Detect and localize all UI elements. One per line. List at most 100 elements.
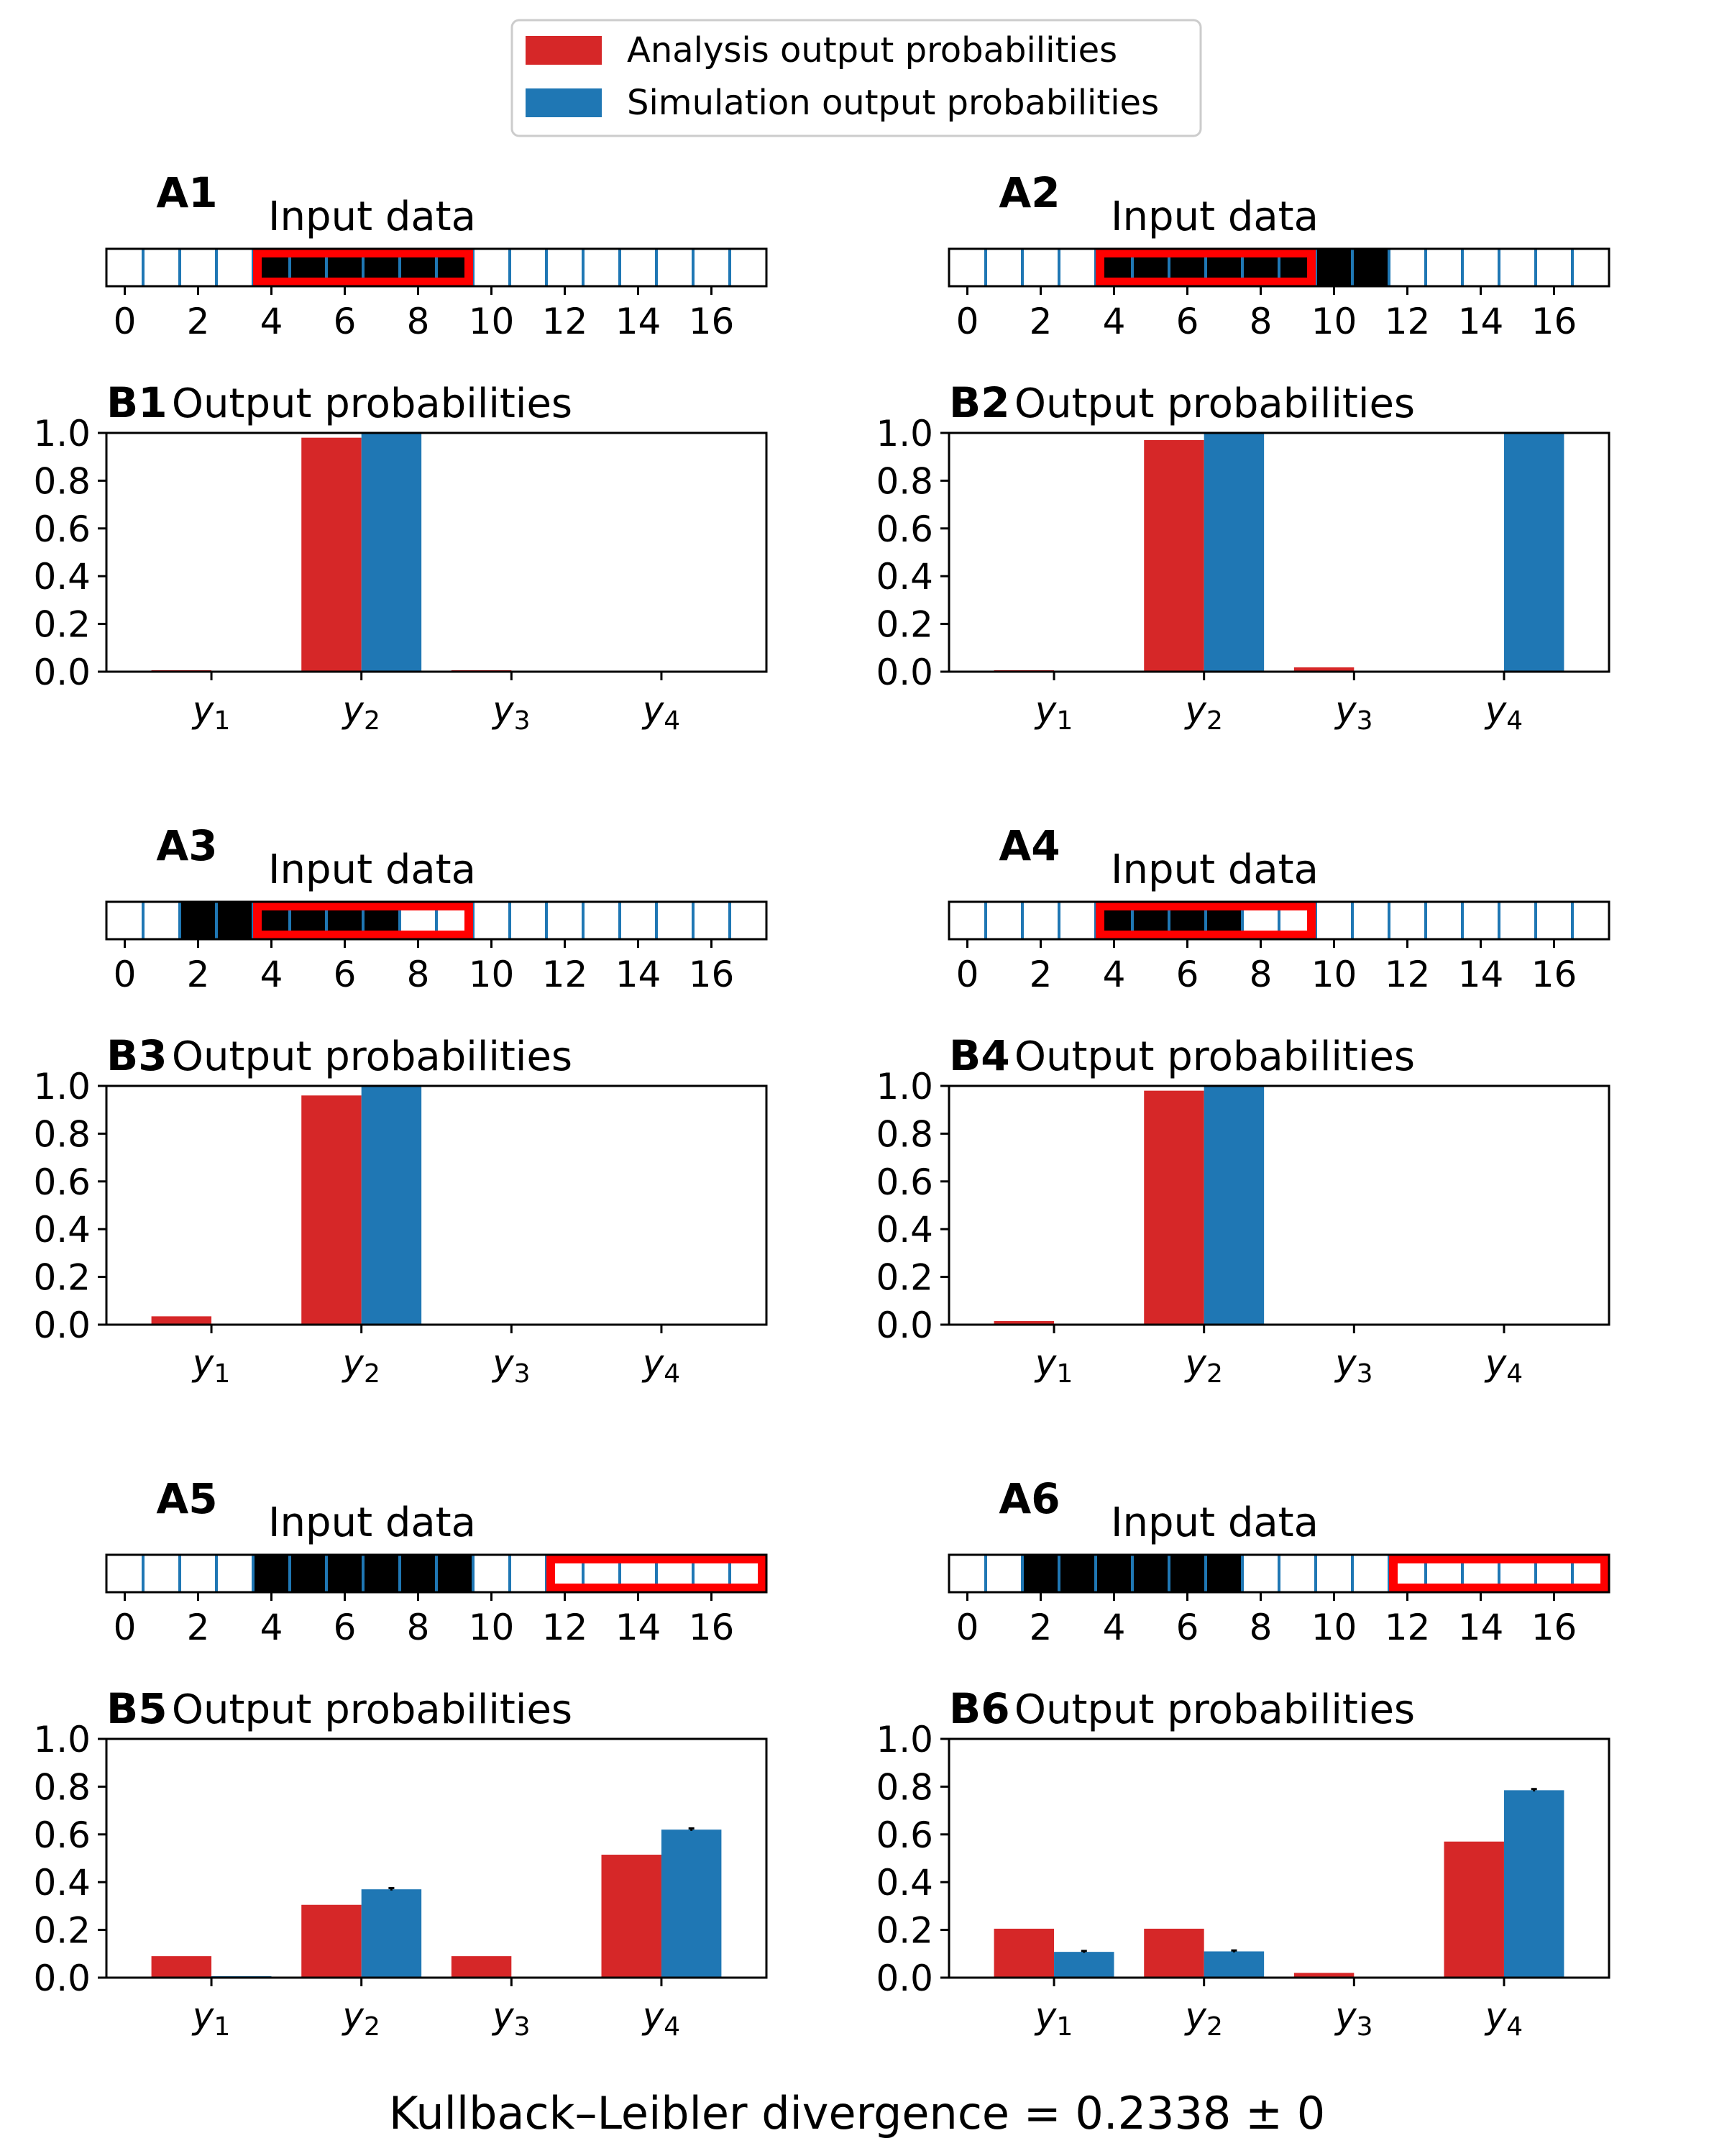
xtick-label-A6-6: 6 xyxy=(1176,1607,1199,1648)
legend-swatch-simulation xyxy=(526,88,602,117)
panel-label-B4: B4 xyxy=(949,1031,1010,1080)
xtick-label-A4-12: 12 xyxy=(1385,954,1431,995)
xtick-label-A4-2: 2 xyxy=(1030,954,1053,995)
xtick-symbol-B6-y3: y xyxy=(1334,1995,1357,2037)
xtick-label-B4-y4: y4 xyxy=(1484,1342,1523,1389)
ytick-label-B3-0.6: 0.6 xyxy=(33,1161,91,1203)
ytick-label-B4-0.2: 0.2 xyxy=(876,1257,933,1299)
input-cell-A4-0 xyxy=(949,902,986,939)
xtick-label-B2-y3: y3 xyxy=(1334,689,1373,736)
input-cell-A6-7 xyxy=(1206,1555,1242,1592)
xtick-subscript-B3-y1: 1 xyxy=(214,1359,230,1389)
input-cell-A2-16 xyxy=(1536,249,1572,286)
xtick-label-A3-14: 14 xyxy=(615,954,661,995)
xtick-label-A4-4: 4 xyxy=(1103,954,1126,995)
bar-B3-s0-y1 xyxy=(151,1316,212,1325)
xtick-subscript-B6-y3: 3 xyxy=(1357,2012,1373,2042)
ytick-label-B4-1: 1.0 xyxy=(876,1066,933,1107)
ytick-label-B3-1: 1.0 xyxy=(33,1066,91,1107)
xtick-label-A2-10: 10 xyxy=(1311,301,1357,342)
input-cell-A4-2 xyxy=(1022,902,1059,939)
input-cell-A3-17 xyxy=(730,902,766,939)
input-cell-A1-14 xyxy=(620,249,656,286)
ytick-label-B3-0.2: 0.2 xyxy=(33,1257,91,1299)
xtick-label-A5-14: 14 xyxy=(615,1607,661,1648)
input-cell-A2-14 xyxy=(1462,249,1499,286)
bar-B2-s0-y2 xyxy=(1144,439,1204,672)
xtick-symbol-B3-y1: y xyxy=(191,1342,215,1384)
xtick-subscript-B4-y1: 1 xyxy=(1056,1359,1073,1389)
xtick-subscript-B5-y1: 1 xyxy=(214,2012,230,2042)
bar-title-B6: Output probabilities xyxy=(1014,1686,1415,1733)
bar-B4-s0-y2 xyxy=(1144,1090,1204,1325)
bar-B5-s0-y4 xyxy=(601,1855,661,1978)
bar-B2-s1-y4 xyxy=(1503,433,1564,672)
xtick-label-A3-16: 16 xyxy=(689,954,735,995)
xtick-symbol-B4-y1: y xyxy=(1034,1342,1058,1384)
xtick-label-A2-14: 14 xyxy=(1458,301,1504,342)
ytick-label-B2-0.4: 0.4 xyxy=(876,556,933,598)
input-cell-A2-3 xyxy=(1059,249,1096,286)
ytick-label-B5-0.8: 0.8 xyxy=(33,1766,91,1808)
xtick-label-A5-12: 12 xyxy=(542,1607,588,1648)
legend: Analysis output probabilities Simulation… xyxy=(510,19,1202,137)
input-cell-A1-3 xyxy=(216,249,253,286)
ytick-label-B6-0.8: 0.8 xyxy=(876,1766,933,1808)
strip-title-A6: Input data xyxy=(1111,1499,1319,1546)
xtick-label-B5-y2: y2 xyxy=(341,1995,380,2042)
xtick-subscript-B2-y1: 1 xyxy=(1056,706,1073,736)
xtick-label-B2-y1: y1 xyxy=(1034,689,1073,736)
xtick-subscript-B3-y3: 3 xyxy=(514,1359,531,1389)
ytick-label-B3-0.4: 0.4 xyxy=(33,1209,91,1251)
xtick-label-A6-0: 0 xyxy=(956,1607,979,1648)
ytick-label-B6-0.2: 0.2 xyxy=(876,1910,933,1952)
input-cell-A4-15 xyxy=(1499,902,1536,939)
bar-frame-B2 xyxy=(948,431,1610,673)
panel-label-B2: B2 xyxy=(949,378,1010,427)
bar-B4-s1-y2 xyxy=(1204,1086,1265,1325)
ytick-label-B4-0: 0.0 xyxy=(876,1305,933,1346)
bar-B6-s0-y1 xyxy=(994,1928,1055,1978)
input-cell-A5-11 xyxy=(510,1555,546,1592)
xtick-label-A2-16: 16 xyxy=(1531,301,1577,342)
xtick-subscript-B3-y4: 4 xyxy=(664,1359,680,1389)
bar-title-B4: Output probabilities xyxy=(1014,1033,1415,1080)
input-cell-A5-7 xyxy=(363,1555,400,1592)
strip-frame-A3 xyxy=(105,900,768,941)
input-cell-A6-11 xyxy=(1352,1555,1389,1592)
panel-label-A6: A6 xyxy=(999,1474,1060,1523)
xtick-label-A5-10: 10 xyxy=(469,1607,515,1648)
bar-B5-s1-y4 xyxy=(661,1830,722,1978)
input-cell-A6-3 xyxy=(1059,1555,1096,1592)
xtick-label-A5-6: 6 xyxy=(334,1607,357,1648)
xtick-symbol-B1-y4: y xyxy=(641,689,665,731)
kl-divergence-label: Kullback–Leibler divergence = 0.2338 ± 0 xyxy=(389,2087,1325,2139)
ytick-label-B5-0: 0.0 xyxy=(33,1958,91,1999)
input-cell-A3-16 xyxy=(693,902,730,939)
input-cell-A3-0 xyxy=(106,902,143,939)
strip-frame-A4 xyxy=(948,900,1610,941)
xtick-label-A4-8: 8 xyxy=(1250,954,1273,995)
bar-B3-s0-y2 xyxy=(301,1095,362,1325)
xtick-subscript-B1-y3: 3 xyxy=(514,706,531,736)
xtick-subscript-B2-y3: 3 xyxy=(1357,706,1373,736)
xtick-label-A5-2: 2 xyxy=(187,1607,210,1648)
input-cell-A5-10 xyxy=(473,1555,510,1592)
input-cell-A2-13 xyxy=(1426,249,1462,286)
xtick-label-A5-8: 8 xyxy=(407,1607,430,1648)
xtick-label-A1-8: 8 xyxy=(407,301,430,342)
input-cell-A2-15 xyxy=(1499,249,1536,286)
input-cell-A1-17 xyxy=(730,249,766,286)
xtick-symbol-B6-y4: y xyxy=(1484,1995,1508,2037)
input-cell-A6-8 xyxy=(1242,1555,1279,1592)
xtick-label-A1-0: 0 xyxy=(114,301,137,342)
xtick-label-B1-y2: y2 xyxy=(341,689,380,736)
ytick-label-B4-0.4: 0.4 xyxy=(876,1209,933,1251)
xtick-label-A2-2: 2 xyxy=(1030,301,1053,342)
panel-label-A1: A1 xyxy=(156,168,217,217)
bar-chart-B5: B5 Output probabilities 0.0 0.2 0.4 0.6 0.8 1.0… xyxy=(33,1684,768,2042)
ytick-label-B6-1: 1.0 xyxy=(876,1719,933,1760)
xtick-label-A4-6: 6 xyxy=(1176,954,1199,995)
xtick-subscript-B1-y4: 4 xyxy=(664,706,680,736)
input-cell-A3-15 xyxy=(656,902,693,939)
